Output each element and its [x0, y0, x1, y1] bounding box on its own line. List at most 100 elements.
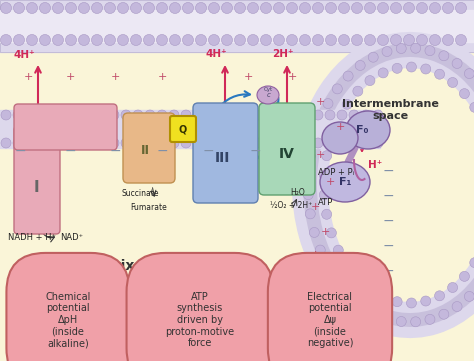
Circle shape — [465, 69, 474, 79]
Circle shape — [195, 35, 207, 45]
Text: ½O₂ + 2H⁺: ½O₂ + 2H⁺ — [270, 201, 312, 210]
Circle shape — [365, 3, 375, 13]
Circle shape — [378, 292, 388, 302]
Circle shape — [53, 3, 64, 13]
Circle shape — [13, 110, 23, 120]
Circle shape — [25, 110, 35, 120]
Circle shape — [337, 138, 347, 148]
Circle shape — [145, 138, 155, 148]
Circle shape — [49, 110, 59, 120]
Circle shape — [273, 35, 284, 45]
Text: +: + — [310, 250, 319, 260]
Text: +: + — [110, 72, 120, 82]
Circle shape — [53, 35, 64, 45]
Text: −: − — [249, 144, 261, 158]
Circle shape — [353, 86, 363, 96]
Circle shape — [193, 138, 203, 148]
Circle shape — [65, 3, 76, 13]
Text: +: + — [325, 177, 335, 187]
Circle shape — [425, 45, 435, 56]
Text: ATP
synthesis
driven by
proton-motive
force: ATP synthesis driven by proton-motive fo… — [165, 292, 235, 348]
Circle shape — [156, 35, 167, 45]
Circle shape — [377, 3, 389, 13]
Circle shape — [97, 110, 107, 120]
Circle shape — [169, 110, 179, 120]
Text: +: + — [315, 97, 325, 107]
Circle shape — [300, 35, 310, 45]
Circle shape — [217, 110, 227, 120]
Circle shape — [322, 151, 332, 161]
Bar — [0, 50, 474, 112]
Circle shape — [365, 75, 375, 86]
Circle shape — [459, 271, 469, 281]
Circle shape — [286, 35, 298, 45]
Circle shape — [447, 78, 457, 87]
Bar — [0, 0, 474, 52]
Circle shape — [121, 110, 131, 120]
Circle shape — [73, 110, 83, 120]
Text: −: − — [14, 144, 26, 158]
Circle shape — [277, 138, 287, 148]
Text: III: III — [214, 151, 230, 165]
Circle shape — [326, 35, 337, 45]
Text: II: II — [141, 144, 150, 157]
Circle shape — [342, 261, 352, 271]
Circle shape — [355, 300, 365, 309]
Circle shape — [205, 110, 215, 120]
Circle shape — [235, 35, 246, 45]
Circle shape — [104, 35, 116, 45]
Circle shape — [301, 110, 311, 120]
Circle shape — [39, 3, 51, 13]
Bar — [0, 110, 380, 148]
Circle shape — [229, 138, 239, 148]
FancyBboxPatch shape — [123, 113, 175, 183]
Text: −: − — [64, 144, 76, 158]
Text: I: I — [34, 180, 40, 196]
Circle shape — [349, 138, 359, 148]
Circle shape — [377, 35, 389, 45]
Circle shape — [157, 110, 167, 120]
Text: −: − — [382, 164, 394, 178]
Circle shape — [133, 110, 143, 120]
Circle shape — [265, 138, 275, 148]
FancyBboxPatch shape — [170, 116, 196, 142]
Text: −: − — [382, 239, 394, 253]
Circle shape — [221, 35, 233, 45]
Circle shape — [319, 190, 329, 200]
Circle shape — [157, 138, 167, 148]
Text: −: − — [382, 189, 394, 203]
Text: Chemical
potential
ΔpH
(inside
alkaline): Chemical potential ΔpH (inside alkaline) — [46, 292, 91, 348]
Circle shape — [470, 103, 474, 112]
Circle shape — [465, 291, 474, 301]
Circle shape — [37, 138, 47, 148]
Circle shape — [396, 317, 406, 326]
Circle shape — [247, 3, 258, 13]
Circle shape — [277, 110, 287, 120]
Circle shape — [109, 110, 119, 120]
Text: F₁: F₁ — [339, 177, 351, 187]
Circle shape — [286, 3, 298, 13]
Circle shape — [332, 84, 342, 94]
Bar — [0, 0, 474, 52]
Circle shape — [305, 151, 315, 161]
Circle shape — [169, 138, 179, 148]
Text: c: c — [267, 92, 271, 98]
Circle shape — [373, 110, 383, 120]
Ellipse shape — [320, 162, 370, 202]
Circle shape — [0, 35, 11, 45]
Text: H⁺: H⁺ — [368, 160, 382, 170]
Circle shape — [323, 99, 333, 109]
Circle shape — [439, 309, 449, 319]
Bar — [0, 10, 474, 42]
Circle shape — [407, 62, 417, 72]
Circle shape — [315, 115, 325, 125]
Text: Succinate: Succinate — [122, 189, 159, 198]
Circle shape — [91, 3, 102, 13]
Text: 2H⁺: 2H⁺ — [272, 49, 293, 59]
Circle shape — [352, 3, 363, 13]
Text: F₀: F₀ — [356, 125, 368, 135]
Circle shape — [315, 245, 325, 255]
Text: +: + — [157, 72, 167, 82]
Text: Q: Q — [179, 124, 187, 134]
Circle shape — [289, 110, 299, 120]
